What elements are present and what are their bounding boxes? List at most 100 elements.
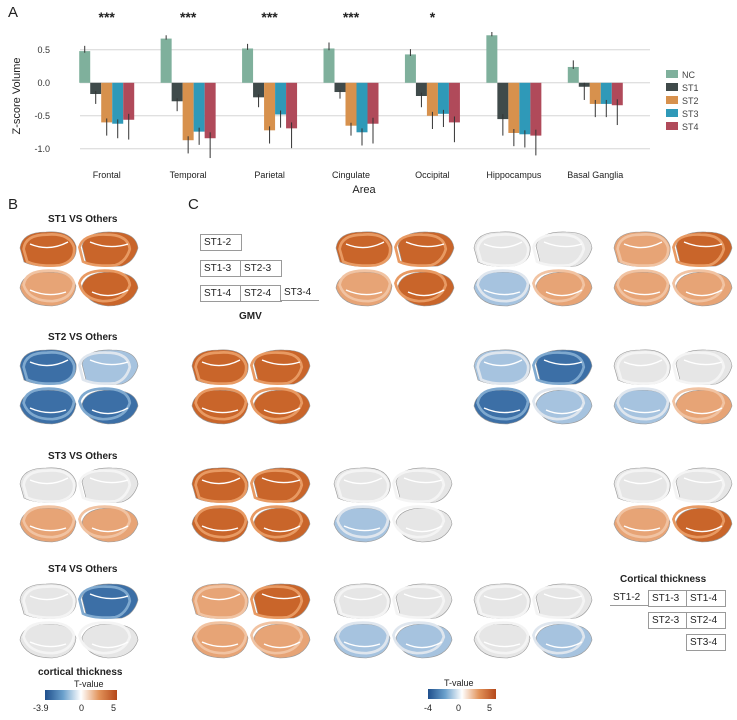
x-tick-label: Basal Ganglia [567,170,623,180]
gmv-grid: ST1-2 ST1-3 ST2-3 ST1-4 ST2-4 ST3-4 [200,234,320,324]
bar [508,82,520,133]
brain-b-st4 [19,583,139,659]
x-tick-label: Temporal [170,170,207,180]
c-colorbar-mid: 0 [456,703,462,713]
ct-cell-st1-3: ST1-3 [648,590,688,607]
bar [530,82,542,136]
legend-label: ST4 [682,122,699,132]
panel-label-c: C [188,196,199,213]
bar [611,82,623,106]
legend-swatch [666,109,678,117]
b-colorbar-title: cortical thickness [38,667,123,678]
legend-swatch [666,70,678,78]
x-tick-label: Cingulate [332,170,370,180]
ct-cell-st2-4: ST2-4 [686,612,726,629]
b-row-title-st1: ST1 VS Others [48,214,118,225]
gmv-cell-st1-3: ST1-3 [200,260,242,277]
gmv-cell-st2-3: ST2-3 [240,260,282,277]
bar [334,82,346,93]
b-colorbar-min: -3.9 [33,703,49,713]
bar [356,82,368,133]
significance-marker: *** [180,9,197,25]
bar [367,82,379,124]
brain-c-r3-c1 [191,467,311,543]
x-tick-label: Parietal [254,170,285,180]
brain-c-r4-c3 [473,583,593,659]
bar [437,82,449,114]
legend-swatch [666,96,678,104]
legend-label: ST3 [682,109,699,119]
ct-cell-st2-3: ST2-3 [648,612,688,629]
x-axis-label: Area [352,184,376,196]
legend-label: NC [682,70,695,80]
legend-label: ST2 [682,96,699,106]
c-colorbar-max: 5 [487,703,493,713]
b-colorbar-subtitle: T-value [74,679,104,689]
c-colorbar-min: -4 [424,703,433,713]
bar [242,48,254,83]
bar [193,82,205,132]
bar [123,82,135,120]
ct-grid-title: Cortical thickness [620,574,707,585]
y-tick-label: -1.0 [34,144,50,154]
y-tick-label: -0.5 [34,111,50,121]
gmv-caption: GMV [239,311,262,322]
bar [112,82,124,124]
bar [448,82,460,123]
ct-cell-st1-2: ST1-2 [610,590,649,606]
significance-marker: *** [99,9,116,25]
bar [600,82,612,104]
brain-c-r2-c4 [613,349,733,425]
bar [171,82,183,102]
brain-b-st3 [19,467,139,543]
bar [426,82,438,116]
brain-c-r1-c3 [473,231,593,307]
brain-b-st2 [19,349,139,425]
y-tick-label: 0.0 [37,78,50,88]
panel-label-a: A [8,4,19,21]
b-colorbar [45,690,117,700]
bar [182,82,194,141]
b-row-title-st4: ST4 VS Others [48,564,118,575]
significance-marker: *** [343,9,360,25]
significance-marker: *** [261,9,278,25]
y-tick-label: 0.5 [37,45,50,55]
b-row-title-st2: ST2 VS Others [48,332,118,343]
ct-cell-st3-4: ST3-4 [686,634,726,651]
brain-c-r4-c2 [333,583,453,659]
x-tick-label: Hippocampus [486,170,542,180]
bar [160,38,172,83]
bar [79,51,91,83]
x-tick-label: Occipital [415,170,450,180]
bar [497,82,509,120]
bar-chart: 0.5 0.0 -0.5 -1.0 Z-score Volume Area Frontal *… [11,9,699,196]
bar [519,82,531,135]
bar [90,82,102,95]
bar [415,82,427,96]
ct-cell-st1-4: ST1-4 [686,590,726,607]
c-colorbar-title: T-value [444,678,474,688]
bar [589,82,601,104]
bar [286,82,298,129]
bar [404,54,416,83]
brain-c-r3-c2 [333,467,453,543]
significance-marker: * [430,9,436,25]
gmv-cell-st2-4: ST2-4 [240,285,282,302]
brain-b-st1 [19,231,139,307]
brain-c-r1-c2 [335,231,455,307]
ct-grid: ST1-2 ST1-3 ST1-4 ST2-3 ST2-4 ST3-4 [610,590,726,660]
legend-label: ST1 [682,83,699,93]
bar [486,35,498,83]
c-colorbar [428,689,496,699]
bar [204,82,216,139]
panel-label-b: B [8,196,19,213]
brain-c-r2-c1 [191,349,311,425]
b-row-title-st3: ST3 VS Others [48,451,118,462]
gmv-cell-st1-2: ST1-2 [200,234,242,251]
bar [567,66,579,83]
brain-c-r2-c3 [473,349,593,425]
gmv-cell-st1-4: ST1-4 [200,285,242,302]
b-colorbar-max: 5 [111,703,117,713]
legend-swatch [666,122,678,130]
bar [264,82,276,131]
